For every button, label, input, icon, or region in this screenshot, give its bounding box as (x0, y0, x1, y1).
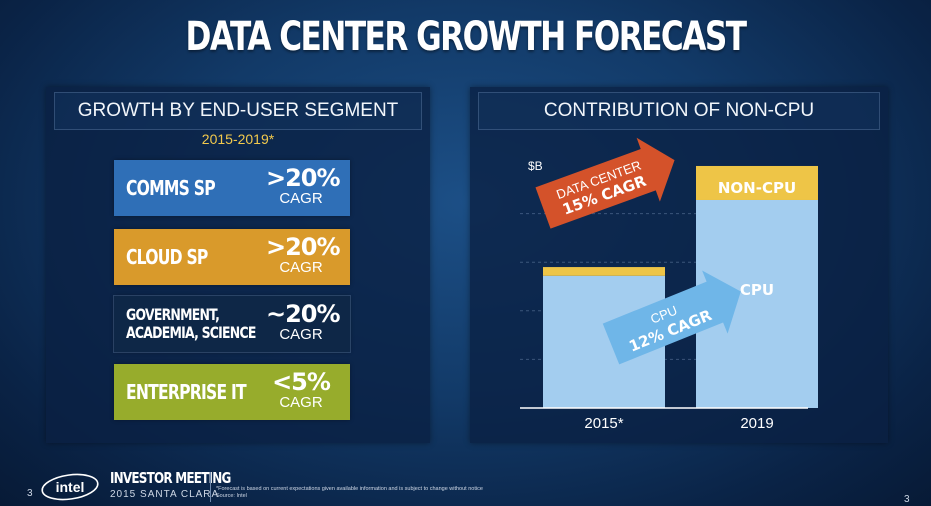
segment-name: CLOUD SP (126, 245, 208, 269)
segment-name: GOVERNMENT, ACADEMIA, SCIENCE (126, 305, 256, 342)
footnote-line: *Forecast is based on current expectatio… (216, 486, 483, 492)
segment-panel-heading: GROWTH BY END-USER SEGMENT (54, 92, 422, 130)
segment-cagr-label: CAGR (279, 326, 323, 343)
forecast-footnote: *Forecast is based on current expectatio… (216, 486, 483, 500)
forecast-years: 2015-2019* (201, 131, 275, 147)
slide-title: DATA CENTER GROWTH FORECAST (185, 14, 748, 60)
segment-cagr-label: CAGR (279, 394, 323, 411)
segment-cagr-label: CAGR (279, 259, 323, 276)
x-tick-label: 2019 (740, 415, 773, 432)
event-subtitle: 2015 SANTA CLARA (110, 489, 220, 500)
segment-growth: >20% (266, 164, 341, 192)
intel-logo: intel (41, 473, 99, 501)
intel-logo-text: intel (56, 479, 85, 495)
segment-growth: >20% (266, 233, 341, 261)
footnote-source: Source: Intel (216, 493, 247, 499)
non-cpu-bar-label: NON-CPU (718, 179, 796, 197)
y-axis-label: $B (528, 159, 543, 173)
segment-panel: GROWTH BY END-USER SEGMENT 2015-2019* CO… (46, 87, 430, 443)
segment-growth: ~20% (266, 300, 341, 328)
page-number-left: 3 (27, 488, 33, 499)
page-number-right: 3 (904, 494, 910, 505)
segment-comms-sp: COMMS SP >20% CAGR (114, 160, 350, 216)
segment-growth: <5% (272, 368, 331, 396)
x-tick-label: 2015* (584, 415, 623, 432)
cpu-bar-label: CPU (740, 281, 774, 299)
chart-panel: CONTRIBUTION OF NON-CPU (470, 87, 888, 443)
segment-name: COMMS SP (126, 176, 216, 200)
data-center-cagr-arrow: DATA CENTER 15% CAGR (535, 137, 675, 229)
segment-name: ENTERPRISE IT (126, 380, 247, 404)
segment-cloud-sp: CLOUD SP >20% CAGR (114, 229, 350, 285)
chart-panel-heading: CONTRIBUTION OF NON-CPU (478, 92, 880, 130)
segment-cagr-label: CAGR (279, 190, 323, 207)
non-cpu-bar-segment (696, 165, 818, 200)
footer-divider (210, 472, 211, 502)
non-cpu-bar-segment (543, 267, 665, 276)
segment-government: GOVERNMENT, ACADEMIA, SCIENCE ~20% CAGR (113, 295, 351, 353)
event-title: INVESTOR MEETING (110, 469, 231, 487)
segment-enterprise-it: ENTERPRISE IT <5% CAGR (114, 364, 350, 420)
